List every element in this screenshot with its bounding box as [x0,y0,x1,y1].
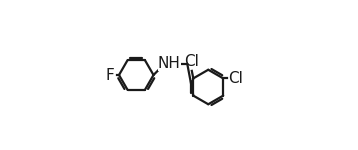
Text: NH: NH [158,56,181,71]
Text: F: F [106,68,115,82]
Text: Cl: Cl [228,71,243,86]
Text: Cl: Cl [184,54,199,69]
